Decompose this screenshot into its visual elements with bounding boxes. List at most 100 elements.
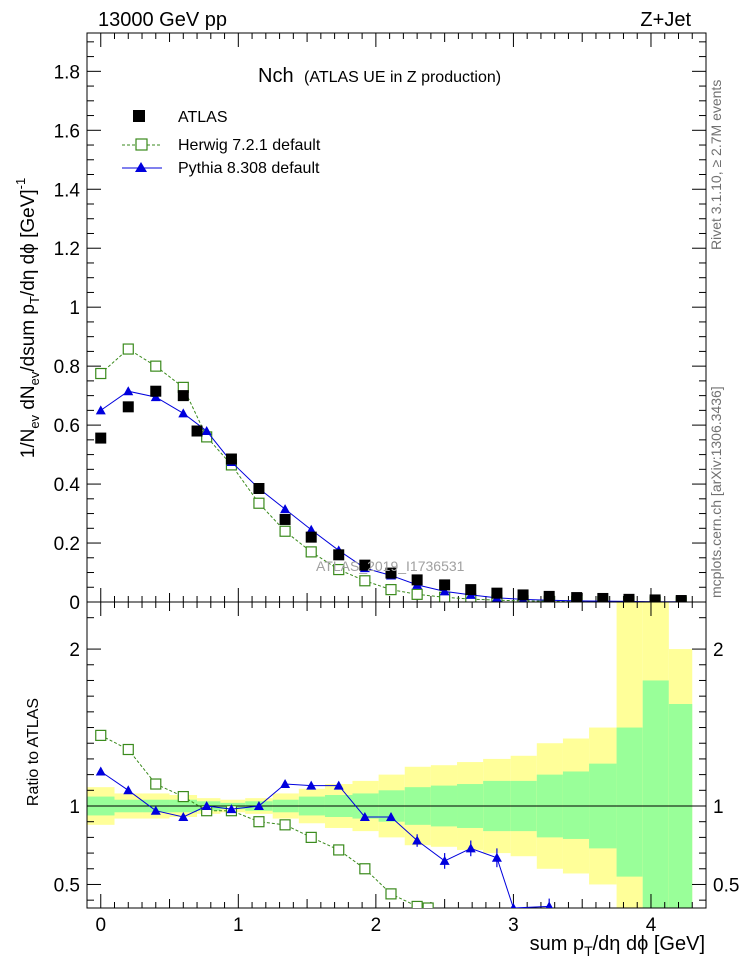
- herwig-ratio-point: [359, 863, 371, 875]
- herwig-ratio-point: [122, 743, 134, 756]
- ratio-band-inner: [562, 771, 590, 839]
- svg-text:Rivet 3.1.10, ≥ 2.7M events: Rivet 3.1.10, ≥ 2.7M events: [708, 80, 724, 250]
- herwig-ratio-point: [150, 778, 162, 790]
- herwig-ratio-point: [385, 888, 397, 900]
- pythia-ratio-line: [100, 771, 550, 908]
- herwig-main-point: [122, 343, 134, 355]
- pythia-ratio-point: [306, 780, 317, 790]
- pythia-ratio-point: [465, 843, 476, 853]
- main-y-tick-label: 0.2: [54, 534, 80, 555]
- herwig-ratio-point: [411, 900, 423, 908]
- herwig-main-point: [411, 588, 423, 600]
- pythia-main-point: [123, 386, 134, 396]
- herwig-main-point: [385, 584, 397, 596]
- svg-text:1/Nev dNev/dsum pT/dη dϕ [GeV: 1/Nev dNev/dsum pT/dη dϕ [GeV]-1: [13, 178, 42, 459]
- x-axis-label: sum pT/dη dϕ [GeV]: [530, 933, 705, 959]
- ratio-y-axis-label: Ratio to ATLAS: [25, 698, 42, 806]
- main-y-tick-label: 0.8: [54, 357, 80, 378]
- pythia-ratio-point: [385, 811, 396, 821]
- x-tick-label: 1: [233, 915, 244, 936]
- herwig-main-point: [305, 546, 317, 558]
- ratio-panel: 0 1 2 3 4 0.5 0.5 1 1 2 2: [54, 601, 739, 936]
- main-y-axis-label: 1/Nev dNev/dsum pT/dη dϕ [GeV]-1: [13, 178, 42, 459]
- ratio-y-tick-label-right: 1: [713, 797, 724, 818]
- main-y-tick-label: 0.4: [54, 475, 81, 496]
- pythia-ratio-point: [545, 901, 553, 908]
- x-tick-label: 3: [508, 915, 519, 936]
- atlas-data-point: [465, 584, 477, 596]
- legend: ATLAS Herwig 7.2.1 default Pythia 8.308 …: [122, 109, 321, 177]
- pythia-main-point: [178, 408, 189, 418]
- plot-title-main: Nch: [258, 65, 294, 87]
- atlas-data-point: [95, 432, 107, 444]
- pythia-ratio-point: [439, 855, 450, 865]
- atlas-data-point: [279, 513, 291, 525]
- atlas-data-point: [623, 593, 635, 602]
- atlas-data-point: [491, 587, 503, 599]
- atlas-data-point: [517, 589, 529, 601]
- ratio-y-tick-label: 1: [69, 797, 80, 818]
- ratio-y-tick-label: 0.5: [54, 875, 80, 896]
- main-y-tick-label: 1.2: [54, 239, 80, 260]
- x-tick-label: 0: [95, 915, 106, 936]
- ratio-band-inner: [642, 680, 669, 908]
- pythia-ratio-point: [491, 852, 502, 862]
- pythia-main-point: [306, 524, 317, 534]
- ratio-y-tick-label-right: 2: [713, 640, 724, 661]
- herwig-main-point: [253, 497, 265, 509]
- legend-herwig-marker: [135, 138, 148, 151]
- ratio-series: [95, 729, 553, 908]
- ratio-y-tick-label: 2: [69, 640, 80, 661]
- herwig-main-point: [279, 525, 291, 537]
- legend-pythia-label: Pythia 8.308 default: [178, 160, 320, 177]
- pythia-main-point: [280, 504, 291, 514]
- herwig-main-point: [150, 360, 162, 372]
- main-y-tick-label: 0.6: [54, 416, 80, 437]
- main-series: [95, 343, 687, 602]
- herwig-ratio-point: [305, 831, 317, 843]
- herwig-main-point: [95, 367, 107, 380]
- pythia-main-point: [201, 426, 212, 436]
- pythia-main-point: [439, 586, 450, 596]
- main-y-tick-label: 1.6: [54, 121, 80, 142]
- atlas-data-point: [191, 425, 203, 437]
- rivet-version-label: Rivet 3.1.10, ≥ 2.7M events: [708, 80, 724, 250]
- atlas-data-point: [411, 574, 423, 586]
- ratio-band-inner: [616, 727, 643, 877]
- ratio-uncertainty-bands: [87, 602, 693, 908]
- legend-atlas-label: ATLAS: [178, 109, 228, 126]
- ratio-y-tick-label-right: 0.5: [713, 875, 739, 896]
- pythia-ratio-point: [359, 811, 370, 821]
- legend-herwig-label: Herwig 7.2.1 default: [178, 137, 321, 154]
- main-panel: 0 0.2 0.4 0.6 0.8 1 1.2 1.4 1.6 1.8: [54, 32, 707, 614]
- atlas-data-point: [571, 592, 583, 602]
- pythia-ratio-point: [280, 779, 291, 789]
- pythia-ratio-point: [178, 811, 189, 821]
- atlas-data-point: [253, 482, 265, 494]
- x-tick-label: 2: [371, 915, 382, 936]
- herwig-ratio-point: [177, 790, 189, 803]
- atlas-data-point: [333, 549, 345, 561]
- pythia-ratio-point: [150, 805, 161, 815]
- atlas-data-point: [649, 594, 661, 602]
- main-y-tick-label: 1: [69, 298, 80, 319]
- herwig-main-point: [333, 563, 345, 576]
- atlas-data-point: [675, 595, 687, 602]
- pythia-ratio-point: [201, 801, 212, 810]
- main-y-tick-label: 1.8: [54, 62, 80, 83]
- atlas-data-point: [177, 390, 189, 402]
- herwig-ratio-point: [279, 819, 291, 831]
- process-label: Z+Jet: [640, 9, 691, 31]
- legend-pythia-marker: [135, 162, 147, 172]
- analysis-watermark: ATLAS_2019_I1736531: [316, 558, 465, 574]
- plot-title-sub: (ATLAS UE in Z production): [304, 69, 501, 86]
- main-y-tick-label: 0: [69, 593, 80, 614]
- atlas-data-point: [305, 531, 317, 543]
- legend-atlas-marker: [133, 110, 145, 122]
- atlas-data-point: [225, 453, 237, 465]
- atlas-data-point: [385, 567, 397, 579]
- ratio-frame: [86, 601, 707, 909]
- pythia-ratio-point: [95, 766, 106, 776]
- svg-text:mcplots.cern.ch [arXiv:1306.34: mcplots.cern.ch [arXiv:1306.3436]: [708, 386, 724, 598]
- herwig-ratio-point: [95, 729, 107, 741]
